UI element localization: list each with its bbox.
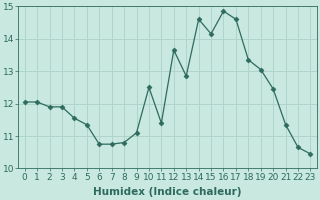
X-axis label: Humidex (Indice chaleur): Humidex (Indice chaleur) <box>93 187 242 197</box>
